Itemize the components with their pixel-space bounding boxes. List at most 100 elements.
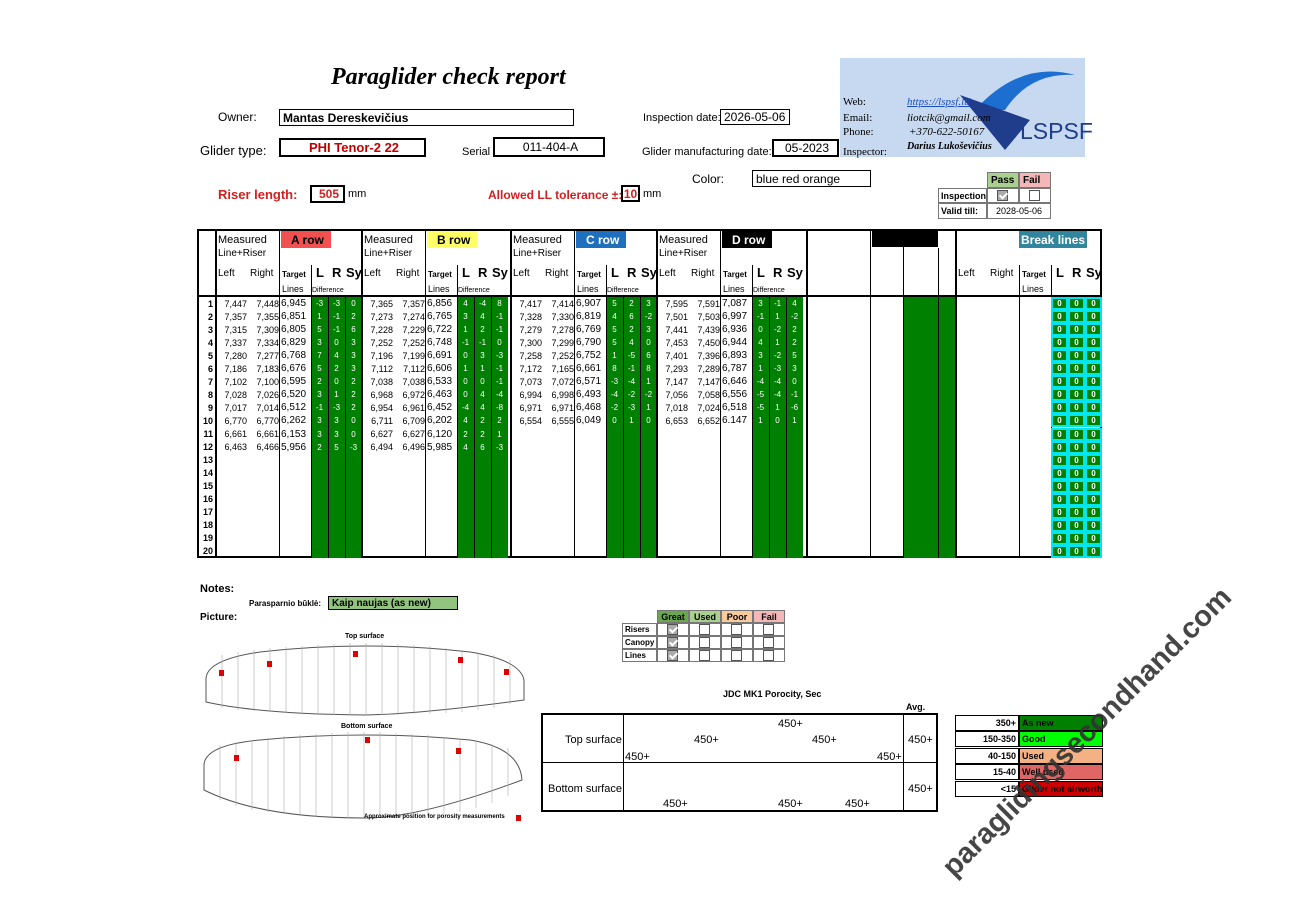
cell: 6,936 bbox=[722, 324, 748, 336]
rating-column: Poor bbox=[721, 610, 753, 623]
cell: 7,280 bbox=[224, 350, 247, 361]
top-label: Top surface bbox=[565, 734, 622, 746]
break-cell: 0 bbox=[1085, 310, 1102, 324]
cell: 6,856 bbox=[427, 298, 453, 310]
grid-line bbox=[720, 229, 721, 558]
condition-label: Parasparnio būklė: bbox=[249, 599, 322, 608]
break-cell: 0 bbox=[1051, 375, 1068, 389]
rating-cell bbox=[689, 649, 721, 662]
cell: -1 bbox=[773, 299, 782, 309]
cell: 7,112 bbox=[403, 363, 425, 374]
legend-range: 40-150 bbox=[955, 747, 1019, 764]
sy-header: Sy bbox=[492, 265, 508, 280]
row-number: 8 bbox=[207, 389, 213, 400]
cell: 2 bbox=[317, 442, 322, 452]
cell: 3 bbox=[792, 364, 797, 374]
cell: 2 bbox=[463, 429, 468, 439]
cell: 7,026 bbox=[256, 389, 279, 400]
break-cell: 0 bbox=[1068, 401, 1085, 415]
rating-row: Canopy bbox=[622, 636, 657, 649]
logo-swoosh bbox=[975, 71, 1075, 110]
cell: 4 bbox=[463, 299, 468, 309]
tolerance: 10 bbox=[621, 185, 640, 202]
break-cell: 0 bbox=[1051, 297, 1068, 311]
break-name: Break lines bbox=[1019, 231, 1087, 248]
break-cell: 0 bbox=[1051, 453, 1068, 467]
cell: 0 bbox=[351, 416, 356, 426]
break-cell: 0 bbox=[1068, 297, 1085, 311]
cell: 7,401 bbox=[665, 350, 688, 361]
left-header: Left bbox=[659, 268, 676, 279]
inspection-date: 2026-05-06 bbox=[720, 109, 790, 125]
cell: 6,768 bbox=[281, 350, 307, 362]
cell: 6,691 bbox=[427, 350, 453, 362]
logo-wing bbox=[960, 95, 1030, 150]
grid-line bbox=[510, 229, 512, 558]
serial: 011-404-A bbox=[493, 137, 605, 157]
cell: 2 bbox=[792, 325, 797, 335]
cell: 7,279 bbox=[519, 324, 542, 335]
break-cell: 0 bbox=[1085, 531, 1102, 545]
cell: 2 bbox=[317, 377, 322, 387]
l-header: L bbox=[757, 265, 765, 280]
cell: 4 bbox=[480, 403, 485, 413]
cell: 3 bbox=[351, 351, 356, 361]
row-name: B row bbox=[427, 231, 477, 248]
cell: 7,172 bbox=[519, 363, 542, 374]
cell: -2 bbox=[773, 325, 782, 335]
cell: -1 bbox=[790, 390, 799, 400]
rating-column: Great bbox=[657, 610, 689, 623]
cell: 6,752 bbox=[576, 350, 602, 362]
grid-line bbox=[491, 296, 492, 558]
cell: 6,496 bbox=[402, 442, 425, 453]
glider-type-label: Glider type: bbox=[200, 143, 267, 158]
grid-line bbox=[1019, 265, 1020, 558]
cell: 6,851 bbox=[281, 311, 307, 323]
cell: 8 bbox=[612, 364, 617, 374]
break-cell: 0 bbox=[1051, 323, 1068, 337]
cell: 7,289 bbox=[697, 363, 720, 374]
bottom-surface-drawing bbox=[203, 734, 523, 819]
break-cell: 0 bbox=[1068, 440, 1085, 454]
cell: 0 bbox=[612, 416, 617, 426]
cell: 6,787 bbox=[722, 363, 748, 375]
left-header: Left bbox=[364, 268, 381, 279]
break-cell: 0 bbox=[1068, 323, 1085, 337]
cell: 6,748 bbox=[427, 337, 453, 349]
cell: 6,971 bbox=[519, 402, 542, 413]
cell: 6,262 bbox=[281, 415, 307, 427]
break-cell: 0 bbox=[1085, 479, 1102, 493]
break-cell: 0 bbox=[1085, 401, 1102, 415]
cell: 7,315 bbox=[224, 324, 247, 335]
break-cell: 0 bbox=[1085, 453, 1102, 467]
break-cell: 0 bbox=[1068, 518, 1085, 532]
cell: 7,453 bbox=[665, 337, 688, 348]
top-surface-drawing bbox=[205, 645, 525, 716]
cell: 6,661 bbox=[224, 429, 247, 440]
condition: Kaip naujas (as new) bbox=[328, 596, 458, 610]
cell: 7,365 bbox=[370, 298, 393, 309]
cell: 3 bbox=[317, 429, 322, 439]
rib-lines bbox=[219, 643, 511, 818]
grid-line bbox=[903, 229, 904, 558]
cell: 6,972 bbox=[402, 389, 425, 400]
break-cell: 0 bbox=[1051, 466, 1068, 480]
cell: 5 bbox=[612, 299, 617, 309]
checkbox bbox=[667, 637, 678, 648]
grid-line bbox=[903, 713, 904, 812]
break-cell: 0 bbox=[1068, 375, 1085, 389]
cell: 7,277 bbox=[256, 350, 279, 361]
measured-header: Measured bbox=[513, 234, 562, 246]
grid-line bbox=[806, 229, 808, 558]
cell: 6,998 bbox=[551, 389, 574, 400]
cell: 3 bbox=[351, 364, 356, 374]
cell: 3 bbox=[758, 299, 763, 309]
checkbox bbox=[731, 650, 742, 661]
cell: 7,252 bbox=[370, 337, 393, 348]
break-cell: 0 bbox=[1068, 492, 1085, 506]
cell: 2 bbox=[497, 416, 502, 426]
green-col bbox=[903, 296, 955, 558]
cell: 2 bbox=[334, 364, 339, 374]
break-cell: 0 bbox=[1051, 349, 1068, 363]
